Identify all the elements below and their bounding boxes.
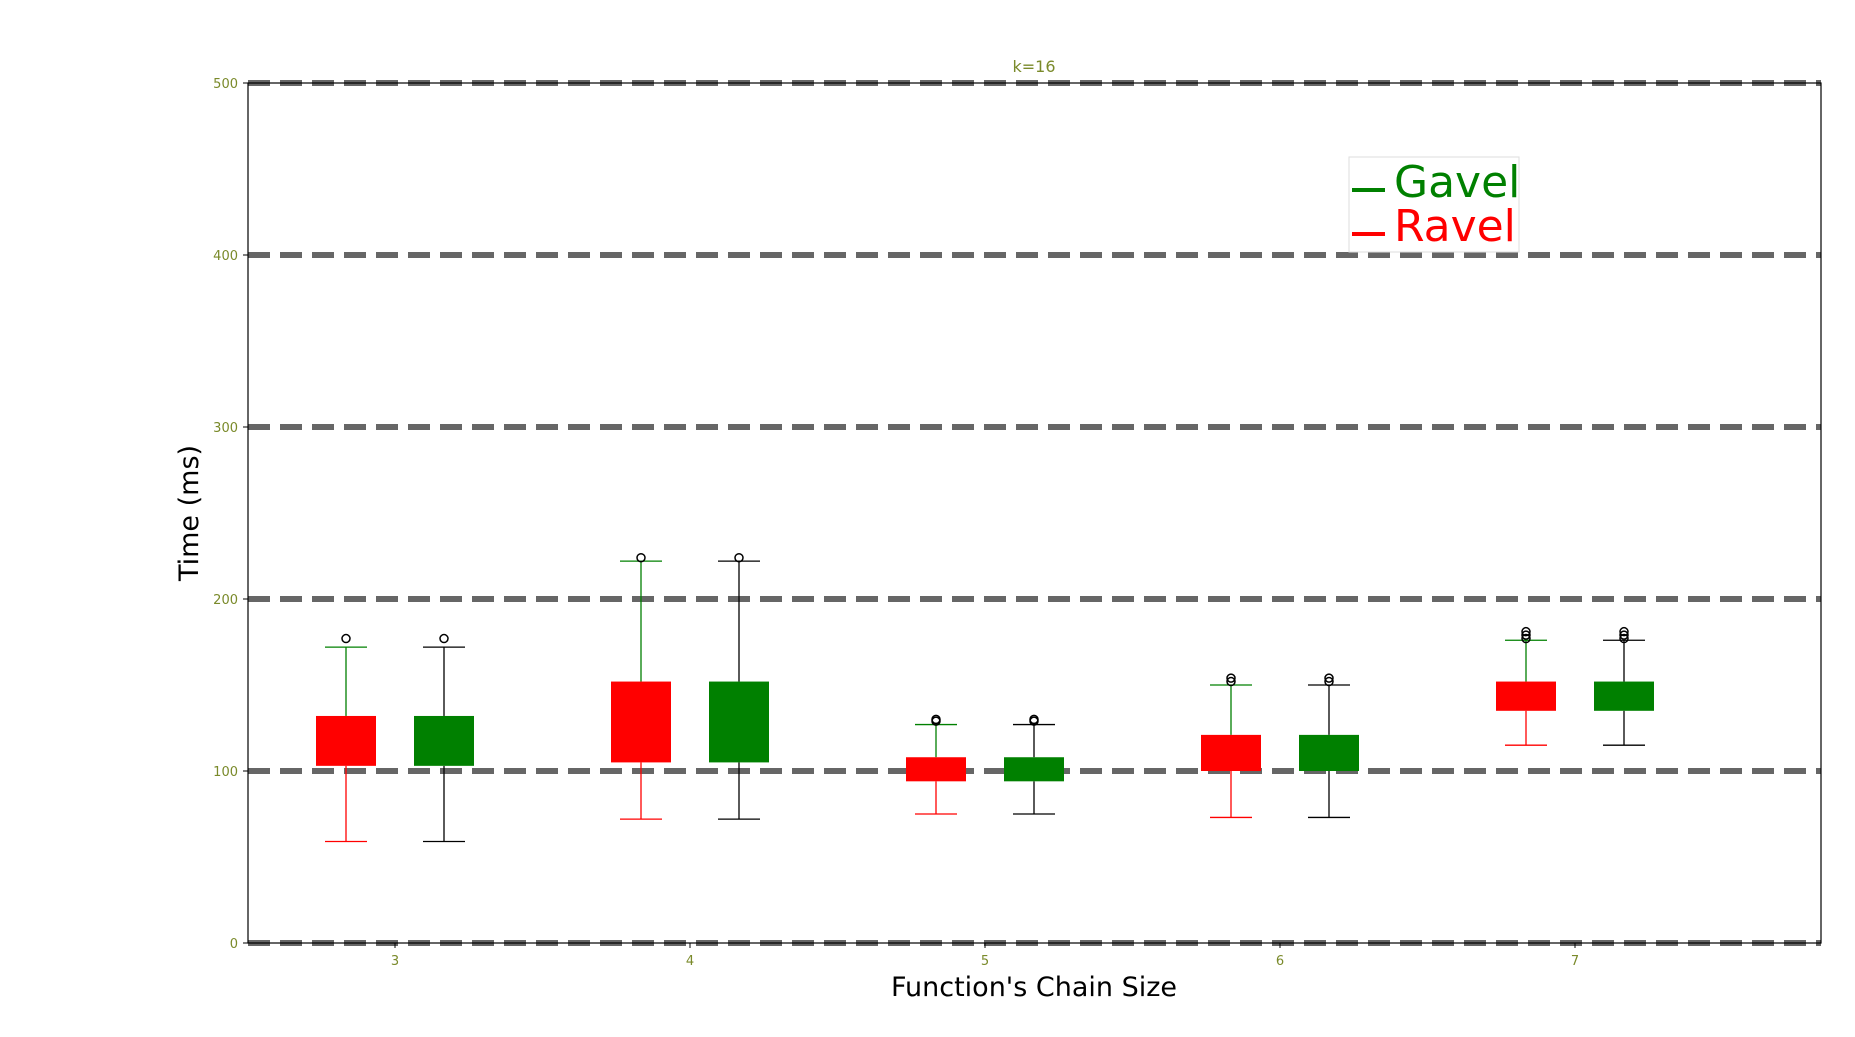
box-body [1496, 681, 1556, 711]
y-axis-label: Time (ms) [174, 445, 205, 582]
outlier-point [1619, 630, 1629, 640]
box-gavel-6 [1299, 673, 1359, 819]
outlier-point [1521, 633, 1531, 644]
x-tick-label-4: 4 [686, 954, 694, 969]
outlier-point [1521, 626, 1531, 637]
box-ravel-5 [906, 714, 966, 815]
box-body [611, 681, 671, 763]
box-body [316, 715, 376, 766]
box-body [1299, 734, 1359, 771]
x-tick-label-5: 5 [981, 954, 989, 969]
y-tick-label-0: 0 [230, 937, 238, 952]
box-gavel-7 [1594, 626, 1654, 746]
outlier-point [1029, 714, 1039, 725]
box-gavel-3 [414, 633, 474, 843]
y-tick-label-200: 200 [213, 593, 238, 608]
box-body [414, 715, 474, 766]
x-tick-label-6: 6 [1276, 954, 1284, 969]
outlier-point [1226, 676, 1236, 687]
plot-frame [247, 82, 1822, 944]
box-body [1594, 681, 1654, 711]
box-body [906, 757, 966, 782]
outlier-point [1521, 630, 1531, 640]
box-ravel-4 [611, 552, 671, 820]
box-body [709, 681, 769, 763]
chart-title: k=16 [1012, 57, 1055, 76]
box-ravel-3 [316, 633, 376, 843]
outlier-point [341, 633, 351, 644]
x-tick-label-7: 7 [1571, 954, 1579, 969]
outlier-point [1226, 673, 1236, 683]
outlier-point [734, 552, 744, 563]
box-gavel-4 [709, 552, 769, 820]
legend-label-gavel: Gavel [1394, 157, 1520, 208]
box-body [1201, 734, 1261, 771]
legend-box [1348, 156, 1520, 253]
x-axis-label: Function's Chain Size [891, 972, 1177, 1003]
outlier-point [1324, 676, 1334, 687]
outlier-point [439, 633, 449, 644]
outlier-point [1619, 633, 1629, 644]
x-tick-label-3: 3 [391, 954, 399, 969]
outlier-point [636, 552, 646, 563]
legend-label-ravel: Ravel [1394, 201, 1516, 252]
outlier-point [931, 714, 941, 725]
box-body [1004, 757, 1064, 782]
outlier-point [1324, 673, 1334, 683]
y-tick-label-500: 500 [213, 77, 238, 92]
y-tick-label-300: 300 [213, 421, 238, 436]
boxes [316, 552, 1654, 843]
y-tick-label-100: 100 [213, 765, 238, 780]
box-gavel-5 [1004, 714, 1064, 815]
y-tick-label-400: 400 [213, 249, 238, 264]
outlier-point [1619, 626, 1629, 637]
box-ravel-7 [1496, 626, 1556, 746]
tick-labels: 0 100 200 300 400 500 3 4 5 6 7 [213, 77, 1579, 969]
box-ravel-6 [1201, 673, 1261, 819]
